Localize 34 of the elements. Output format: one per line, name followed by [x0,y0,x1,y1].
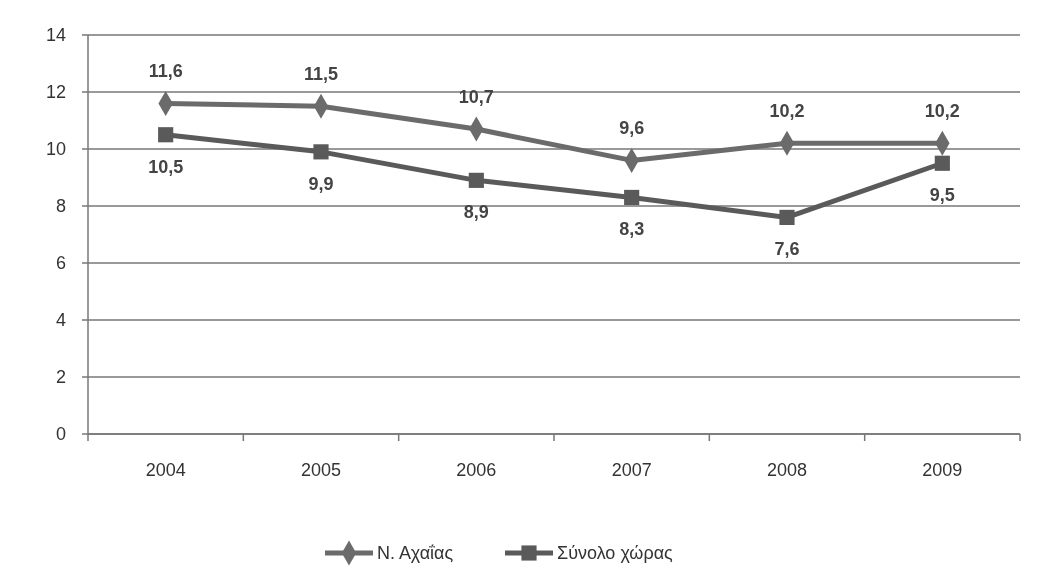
data-label: 10,5 [148,156,184,177]
y-tick-label: 10 [45,139,66,160]
point [624,189,640,206]
y-tick-label: 14 [45,25,66,46]
data-label: 9,9 [308,173,334,194]
x-tick-label: 2005 [300,460,342,480]
x-tick-label: 2006 [456,460,497,480]
y-tick-label: 2 [55,367,66,388]
x-tick-label: 2007 [611,460,652,480]
point [779,209,795,225]
point [158,127,174,143]
y-tick-label: 4 [55,310,66,331]
point [313,144,329,160]
y-tick-label: 8 [55,196,66,217]
data-label: 8,3 [619,219,645,240]
data-label: 11,6 [148,61,183,82]
x-tick-label: 2009 [922,460,963,480]
legend-label: Ν. Αχαΐας [377,543,454,564]
y-tick-label: 6 [55,253,66,274]
data-label: 10,2 [924,101,960,122]
legend-label: Σύνολο χώρας [557,543,674,564]
x-tick-label: 2004 [145,460,186,480]
data-label: 9,6 [619,118,645,139]
data-label: 8,9 [463,202,489,223]
point [468,172,484,188]
data-label: 9,5 [929,185,955,206]
data-label: 10,2 [769,101,805,122]
data-label: 7,6 [774,239,800,260]
y-tick-label: 12 [45,82,66,103]
y-tick-label: 0 [55,424,66,445]
x-tick-label: 2008 [766,460,808,480]
data-label: 11,5 [303,64,339,85]
data-label: 10,7 [458,87,494,108]
point [934,155,950,171]
